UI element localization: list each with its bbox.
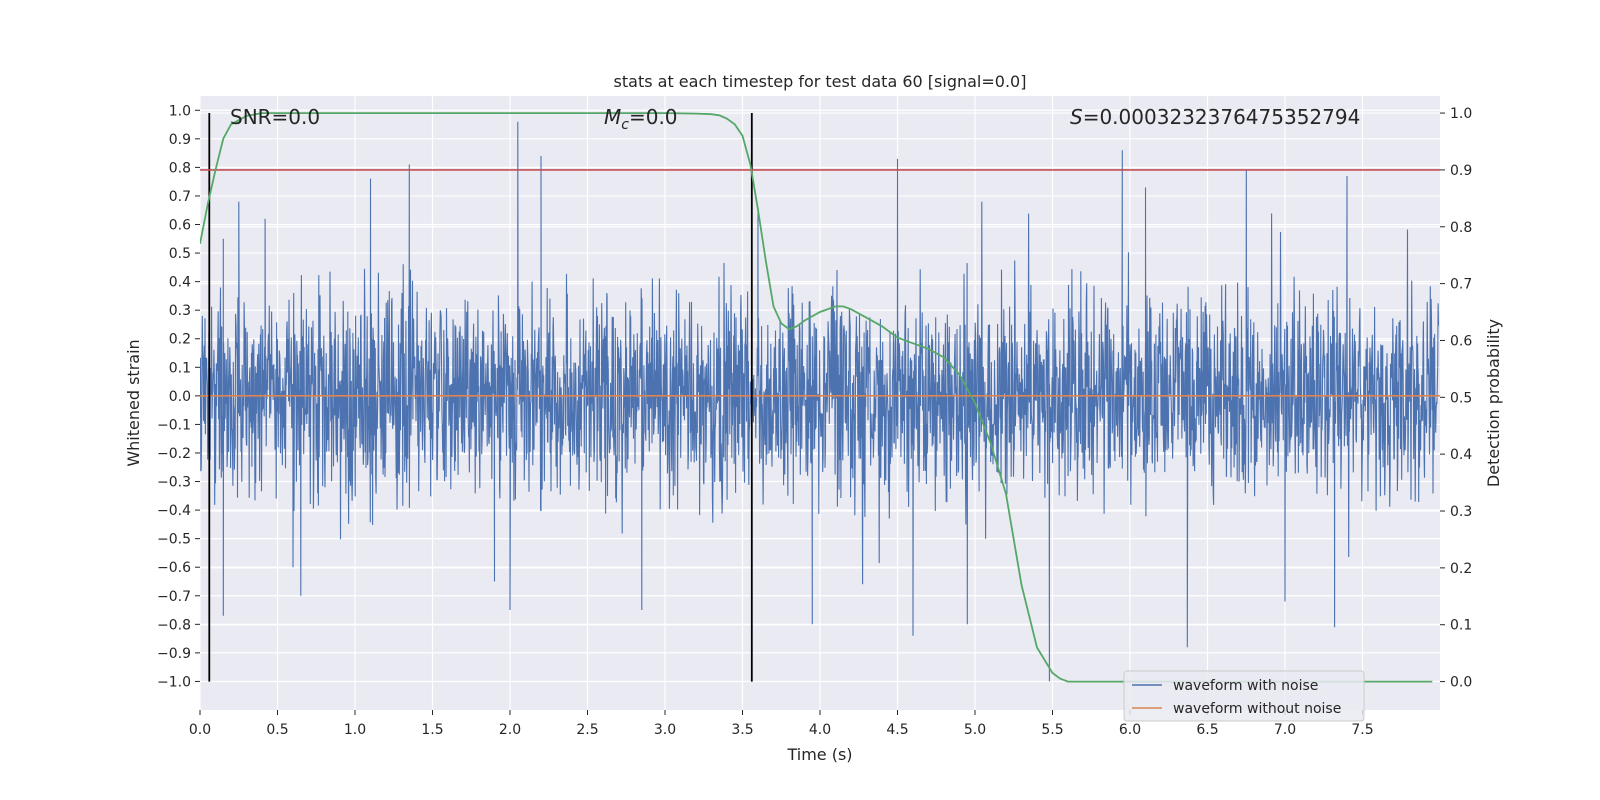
data-layer [200, 112, 1440, 683]
y-tick-label: −0.4 [157, 503, 191, 519]
x-tick-label: 4.5 [886, 722, 908, 738]
y-tick-label: 0.8 [169, 160, 191, 176]
snr-annotation: SNR=0.0 [230, 105, 320, 129]
y-tick-label: −0.2 [157, 446, 191, 462]
y2-tick-label: 0.9 [1450, 163, 1472, 179]
y2-tick-label: 0.2 [1450, 561, 1472, 577]
x-tick-label: 5.0 [964, 722, 986, 738]
chart-title: stats at each timestep for test data 60 … [614, 72, 1027, 91]
y-tick-label: −0.3 [157, 475, 191, 491]
x-tick-label: 7.5 [1351, 722, 1373, 738]
axes: 0.0 0.5 1.0 1.5 2.0 2.5 3.0 3.5 4.0 4.5 5.0 5.5 6.0 6… [157, 103, 1472, 738]
x-tick-label: 1.5 [421, 722, 443, 738]
y-tick-label: −0.6 [157, 560, 191, 576]
legend-box [1123, 670, 1365, 722]
y-tick-label: 0.1 [169, 360, 191, 376]
x-tick-label: 7.0 [1274, 722, 1296, 738]
y-tick-label: −0.1 [157, 417, 191, 433]
y2-tick-label: 1.0 [1450, 106, 1472, 122]
x-tick-label: 2.5 [576, 722, 598, 738]
y-tick-label: −1.0 [157, 674, 191, 690]
x-tick-label: 6.5 [1196, 722, 1218, 738]
x-tick-label: 6.0 [1119, 722, 1141, 738]
y-tick-label: 0.0 [169, 389, 191, 405]
y-tick-label: 0.9 [169, 132, 191, 148]
x-tick-label: 1.0 [344, 722, 366, 738]
y2-tick-label: 0.0 [1450, 675, 1472, 691]
waveform-with-noise-line [200, 121, 1440, 682]
y-tick-label: 0.4 [169, 275, 191, 291]
y-tick-label: −0.9 [157, 646, 191, 662]
x-tick-label: 2.0 [499, 722, 521, 738]
y-tick-label: 1.0 [169, 103, 191, 119]
y2-tick-label: 0.4 [1450, 447, 1472, 463]
detection-probability-line [200, 112, 1433, 683]
y-tick-label: 0.5 [169, 246, 191, 262]
legend-label-noise: waveform with noise [1173, 678, 1318, 694]
x-tick-label: 3.0 [654, 722, 676, 738]
x-tick-label: 5.5 [1041, 722, 1063, 738]
y-tick-label: 0.7 [169, 189, 191, 205]
legend: waveform with noise waveform without noi… [1123, 670, 1365, 722]
x-tick-label: 0.0 [189, 722, 211, 738]
y2-axis-label: Detection probability [1484, 319, 1503, 487]
y-axis-label: Whitened strain [124, 339, 143, 466]
y-tick-label: −0.8 [157, 617, 191, 633]
y-tick-label: 0.2 [169, 332, 191, 348]
x-axis-label: Time (s) [786, 745, 852, 764]
y-tick-label: −0.5 [157, 532, 191, 548]
y2-tick-label: 0.1 [1450, 618, 1472, 634]
y2-tick-label: 0.6 [1450, 333, 1472, 349]
x-tick-label: 3.5 [731, 722, 753, 738]
y2-tick-label: 0.5 [1450, 390, 1472, 406]
chirp-mass-annotation: Mc=0.0 [604, 105, 678, 133]
legend-label-clean: waveform without noise [1173, 701, 1341, 717]
x-tick-label: 4.0 [809, 722, 831, 738]
x-tick-label: 0.5 [266, 722, 288, 738]
s-statistic-annotation: S=0.0003232376475352794 [1070, 105, 1360, 129]
y-tick-label: 0.3 [169, 303, 191, 319]
y-tick-label: 0.6 [169, 218, 191, 234]
y2-tick-label: 0.3 [1450, 504, 1472, 520]
y2-tick-label: 0.8 [1450, 220, 1472, 236]
y2-tick-label: 0.7 [1450, 277, 1472, 293]
y-tick-label: −0.7 [157, 589, 191, 605]
